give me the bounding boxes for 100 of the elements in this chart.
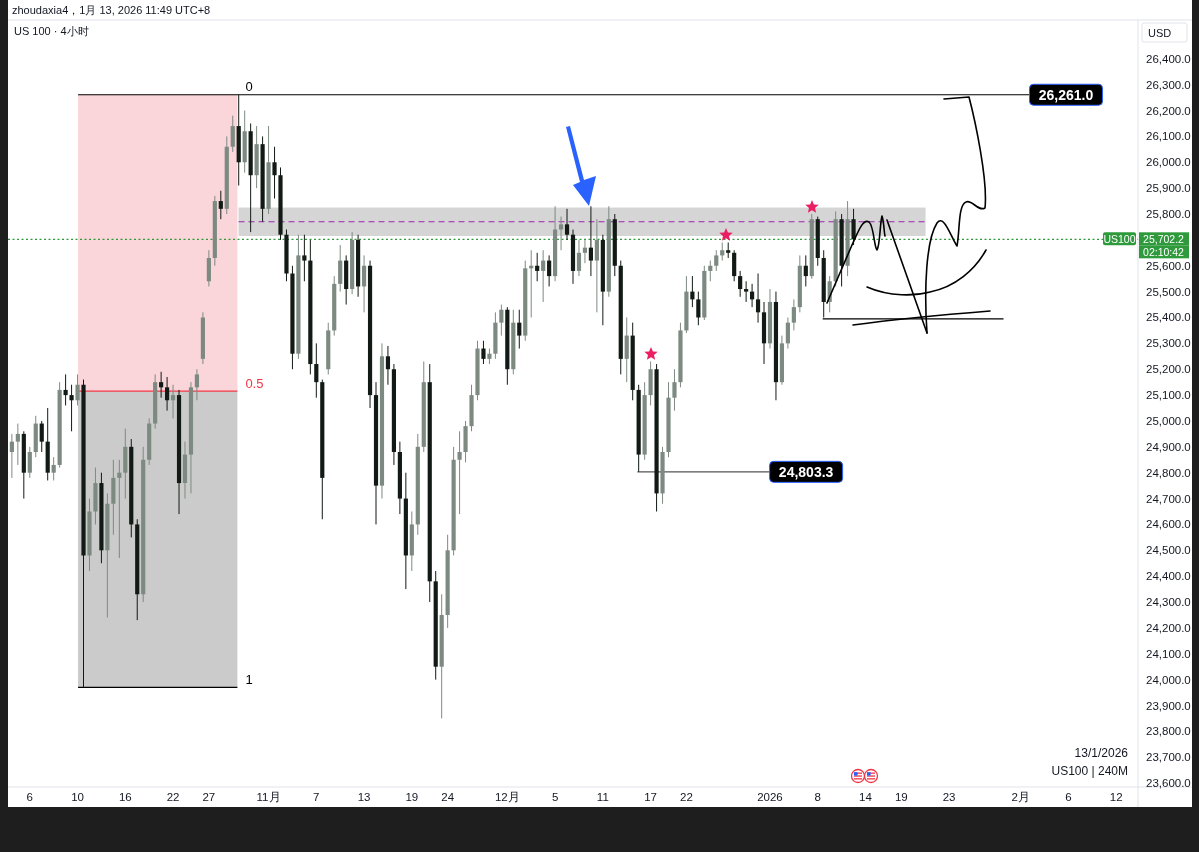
candlestick [170, 384, 176, 419]
ref-line-label: 24,803.3 [778, 463, 834, 480]
annotation: 1 [245, 671, 253, 687]
x-tick-label: 12月 [494, 791, 520, 803]
candlestick [547, 254, 552, 287]
y-tick-label: 26,400.0 [1146, 52, 1191, 65]
candlestick [361, 254, 367, 313]
y-tick-label: 25,600.0 [1146, 259, 1191, 272]
candlestick [51, 456, 56, 481]
x-tick-label: 22 [166, 791, 180, 803]
y-tick-label: 24,400.0 [1146, 570, 1191, 583]
candlestick [206, 249, 211, 287]
annotation: US100 [1103, 232, 1136, 245]
candlestick [738, 270, 743, 298]
candlestick [63, 373, 68, 406]
candlestick [9, 433, 14, 479]
x-tick-label: 5 [551, 791, 559, 803]
y-tick-label: 24,100.0 [1146, 647, 1191, 660]
candlestick [696, 291, 701, 326]
x-tick-label: 13 [357, 791, 371, 803]
candlestick [69, 384, 74, 432]
x-tick-label: 7 [313, 791, 320, 803]
candlestick [564, 208, 570, 241]
candlestick [714, 249, 719, 272]
x-tick-label: 27 [202, 791, 216, 803]
y-axis-title: USD [1148, 26, 1172, 39]
candlestick [576, 239, 582, 277]
y-tick-label: 26,200.0 [1146, 104, 1191, 117]
x-tick-label: 11 [596, 791, 609, 803]
x-tick-label: 19 [894, 791, 908, 803]
candlestick [732, 249, 737, 282]
candlestick [624, 316, 629, 383]
candlestick [517, 309, 522, 350]
text: 02:10:42 [1143, 245, 1185, 258]
y-tick-label: 24,500.0 [1146, 544, 1191, 557]
x-tick-label: 6 [26, 791, 33, 803]
x-tick-label: 11月 [256, 791, 281, 803]
candlestick [481, 340, 486, 365]
x-tick-label: 2月 [1011, 791, 1030, 803]
y-tick-label: 25,200.0 [1146, 363, 1191, 376]
x-tick-label: 24 [441, 791, 455, 803]
y-tick-label: 26,000.0 [1146, 156, 1191, 169]
y-tick-label: 23,600.0 [1146, 777, 1191, 790]
x-tick-label: 23 [942, 791, 956, 803]
annotation: 0 [245, 79, 253, 95]
y-tick-label: 24,000.0 [1146, 673, 1191, 686]
candlestick [851, 208, 856, 246]
candlestick [708, 260, 713, 282]
x-tick-label: 12 [1109, 791, 1123, 803]
x-tick-label: 14 [859, 791, 873, 803]
annotation: 13/1/2026 [1074, 746, 1129, 760]
x-tick-label: 6 [1065, 791, 1072, 803]
candlestick [194, 368, 200, 401]
candlestick [338, 244, 343, 293]
y-tick-label: 23,800.0 [1146, 725, 1191, 738]
y-tick-label: 26,300.0 [1146, 78, 1191, 91]
candlestick [755, 273, 761, 324]
candlestick [302, 234, 307, 282]
x-tick-label: 8 [814, 791, 821, 803]
y-tick-label: 24,800.0 [1146, 466, 1191, 479]
candlestick [594, 218, 599, 313]
candlestick [588, 205, 593, 277]
candlestick [15, 423, 20, 466]
candlestick [791, 298, 796, 331]
ref-line-label: 25,702.2 [1143, 232, 1185, 245]
candlestick [558, 216, 564, 251]
y-tick-label: 23,700.0 [1146, 751, 1191, 764]
ref-line-label: 26,261.0 [1038, 86, 1094, 103]
y-tick-label: 25,800.0 [1146, 208, 1191, 221]
y-tick-label: 24,600.0 [1146, 518, 1191, 531]
candlestick [159, 371, 164, 399]
candlestick [744, 280, 749, 303]
candlestick [75, 373, 80, 406]
candlestick [218, 190, 223, 220]
candlestick [720, 241, 725, 262]
x-tick-label: 10 [71, 791, 84, 803]
x-tick-label: 17 [644, 791, 657, 803]
y-tick-label: 24,900.0 [1146, 440, 1191, 453]
y-tick-label: 24,300.0 [1146, 596, 1191, 609]
candlestick [117, 459, 122, 559]
candlestick [27, 446, 32, 479]
y-tick-label: 25,400.0 [1146, 311, 1191, 324]
candlestick [535, 252, 540, 282]
y-tick-label: 23,900.0 [1146, 699, 1191, 712]
y-tick-label: 25,500.0 [1146, 285, 1191, 298]
y-tick-label: 25,000.0 [1146, 414, 1191, 427]
candlestick [803, 254, 808, 287]
candlestick [582, 239, 588, 264]
x-tick-label: 2026 [757, 791, 783, 803]
y-tick-label: 24,200.0 [1146, 621, 1191, 634]
text: zhoudaxia4，1月 13, 2026 11:49 UTC+8 [12, 4, 211, 16]
x-tick-label: 22 [680, 791, 693, 803]
candlestick [499, 304, 504, 337]
candlestick [672, 368, 677, 412]
annotation: US100 | 240M [1051, 764, 1128, 778]
candlestick [272, 146, 277, 199]
chart-title: US 100 · 4小时 [14, 25, 89, 37]
candlestick [457, 430, 462, 515]
candlestick [314, 342, 319, 399]
candlestick [164, 376, 170, 412]
